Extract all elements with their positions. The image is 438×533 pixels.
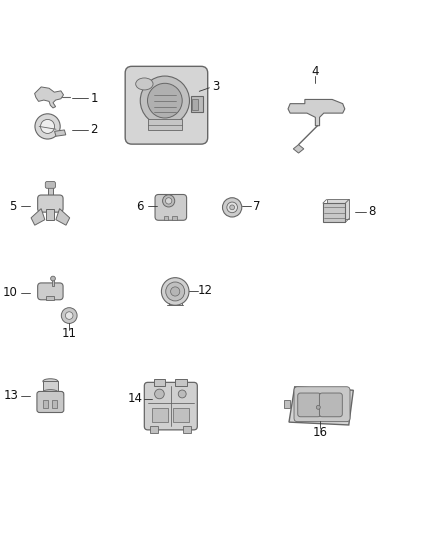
Bar: [175, 379, 187, 386]
Circle shape: [162, 195, 175, 207]
Ellipse shape: [43, 379, 58, 384]
Text: 16: 16: [312, 426, 327, 439]
Circle shape: [316, 405, 320, 409]
Bar: [323, 203, 345, 222]
FancyBboxPatch shape: [38, 283, 63, 300]
Bar: [150, 426, 159, 433]
Bar: [46, 296, 54, 301]
Circle shape: [140, 76, 190, 125]
Polygon shape: [31, 208, 45, 225]
Bar: [148, 119, 182, 130]
FancyBboxPatch shape: [45, 182, 56, 188]
FancyBboxPatch shape: [319, 393, 342, 417]
Circle shape: [178, 390, 186, 398]
Bar: [43, 381, 58, 392]
Polygon shape: [289, 387, 353, 425]
Circle shape: [227, 202, 237, 213]
Bar: [183, 426, 191, 433]
Bar: [284, 400, 290, 408]
Polygon shape: [55, 130, 66, 136]
Bar: [43, 400, 48, 408]
Bar: [173, 408, 189, 422]
Bar: [52, 400, 57, 408]
Circle shape: [166, 198, 172, 204]
Bar: [154, 379, 166, 386]
Text: 8: 8: [369, 205, 376, 218]
Text: 14: 14: [127, 392, 142, 405]
Circle shape: [35, 114, 60, 139]
FancyBboxPatch shape: [155, 195, 187, 220]
Text: 5: 5: [10, 199, 17, 213]
Circle shape: [162, 278, 189, 305]
FancyBboxPatch shape: [294, 387, 350, 422]
Ellipse shape: [43, 390, 58, 394]
Circle shape: [230, 205, 235, 210]
Circle shape: [65, 312, 73, 319]
Circle shape: [61, 308, 77, 324]
Text: 11: 11: [62, 327, 77, 341]
Circle shape: [148, 83, 182, 118]
Bar: [152, 408, 167, 422]
FancyBboxPatch shape: [37, 391, 64, 413]
Bar: [191, 96, 203, 112]
FancyBboxPatch shape: [144, 382, 197, 430]
Text: 10: 10: [2, 286, 17, 300]
Circle shape: [155, 389, 164, 399]
Polygon shape: [288, 100, 345, 126]
Text: 3: 3: [212, 80, 219, 93]
Circle shape: [171, 287, 180, 296]
Bar: [48, 185, 53, 199]
Text: 7: 7: [253, 199, 261, 213]
Text: 1: 1: [90, 92, 98, 105]
Text: 4: 4: [311, 65, 319, 78]
Text: 2: 2: [90, 123, 98, 136]
Text: 6: 6: [136, 199, 144, 213]
Circle shape: [223, 198, 242, 217]
Bar: [192, 99, 198, 110]
FancyBboxPatch shape: [125, 66, 208, 144]
Bar: [38, 392, 63, 395]
Text: 12: 12: [198, 284, 212, 297]
Polygon shape: [56, 208, 70, 225]
FancyBboxPatch shape: [38, 195, 63, 212]
Polygon shape: [46, 208, 54, 220]
Bar: [327, 199, 349, 219]
Polygon shape: [293, 144, 304, 153]
Bar: [52, 279, 54, 286]
Bar: [163, 216, 168, 221]
Text: 13: 13: [4, 389, 18, 402]
Polygon shape: [35, 87, 64, 108]
Circle shape: [41, 119, 55, 133]
Ellipse shape: [136, 78, 153, 90]
Circle shape: [166, 282, 185, 301]
FancyBboxPatch shape: [298, 393, 321, 417]
Circle shape: [51, 276, 55, 281]
Bar: [172, 216, 177, 221]
